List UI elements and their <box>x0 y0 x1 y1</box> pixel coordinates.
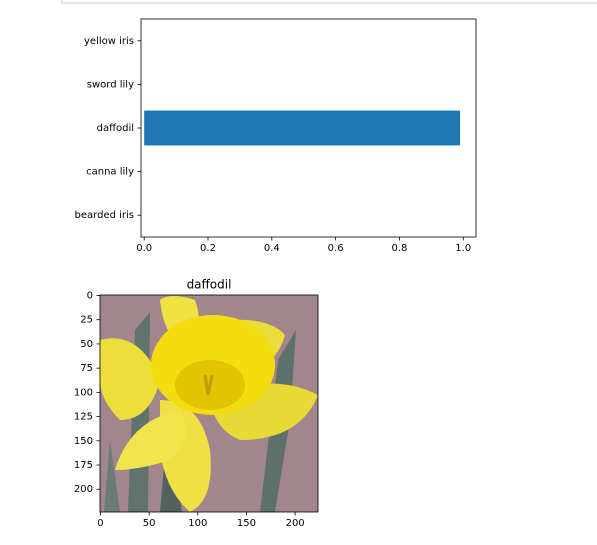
x-tick-label: 0.2 <box>200 243 216 254</box>
bar <box>144 110 461 146</box>
x-tick-label: 50 <box>143 518 156 529</box>
x-tick-label: 0 <box>97 518 103 529</box>
axes-frame <box>99 294 319 513</box>
y-tick-label: 50 <box>80 339 93 350</box>
y-tick-label: 75 <box>80 363 93 374</box>
y-tick-label: yellow iris <box>84 36 134 47</box>
x-tick-label: 0.8 <box>391 243 407 254</box>
cell-border <box>61 0 597 4</box>
x-tick-label: 0.0 <box>136 243 152 254</box>
x-tick-label: 200 <box>286 518 305 529</box>
y-tick-label: daffodil <box>97 123 134 134</box>
y-tick-label: 25 <box>80 315 93 326</box>
y-tick-label: 100 <box>74 387 93 398</box>
y-tick-label: canna lily <box>86 167 134 178</box>
y-tick-label: 200 <box>74 484 93 495</box>
x-tick-label: 100 <box>188 518 207 529</box>
x-tick-label: 0.4 <box>264 243 280 254</box>
x-tick-label: 0.6 <box>328 243 344 254</box>
y-tick-label: 0 <box>87 290 93 301</box>
y-tick-label: bearded iris <box>75 210 134 221</box>
x-tick-label: 150 <box>237 518 256 529</box>
axes-frame <box>140 18 477 238</box>
y-tick-label: 150 <box>74 436 93 447</box>
x-tick-label: 1.0 <box>455 243 471 254</box>
y-tick-label: 125 <box>74 412 93 423</box>
flower-image <box>100 295 318 512</box>
y-tick-label: 175 <box>74 460 93 471</box>
y-tick-label: sword lily <box>87 79 134 90</box>
chart-title: daffodil <box>187 278 232 292</box>
